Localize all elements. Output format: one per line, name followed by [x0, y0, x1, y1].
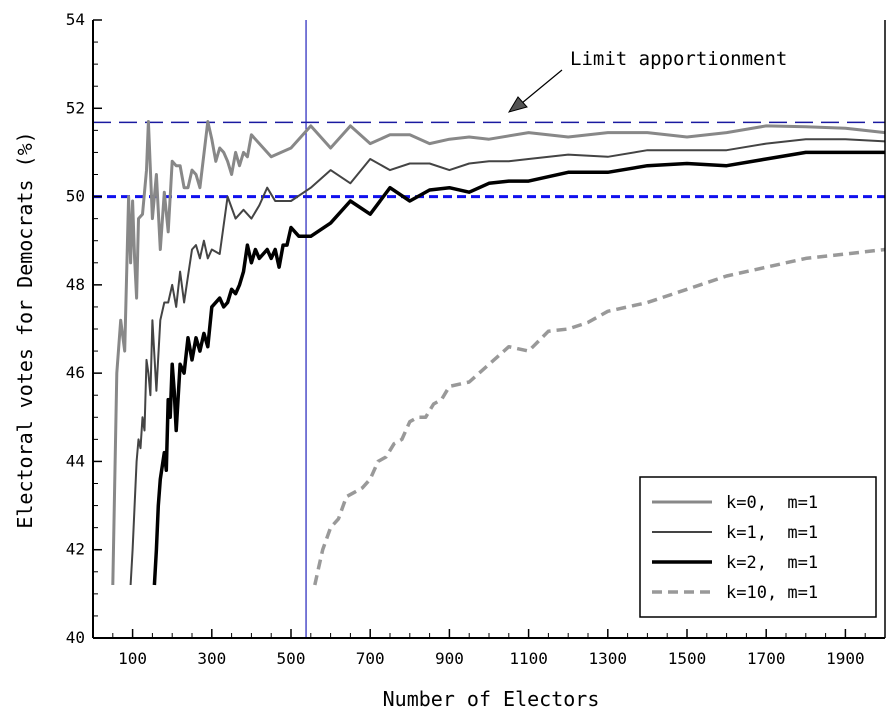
x-tick-label: 1300 [589, 649, 628, 668]
limit-apportionment-annotation: Limit apportionment [507, 48, 787, 113]
annotation-label: Limit apportionment [570, 48, 787, 70]
y-tick-label: 52 [66, 98, 85, 117]
y-tick-label: 54 [66, 10, 85, 29]
y-axis-label: Electoral votes for Democrats (%) [13, 131, 37, 528]
series-line-2 [129, 138, 886, 586]
x-tick-label: 1100 [509, 649, 548, 668]
series-line-1 [111, 120, 886, 586]
axes-layer: 40 42 44 46 48 50 52 54 100 300 500 700 900 1100 1300 1… [66, 10, 886, 668]
x-tick-label: 1500 [668, 649, 707, 668]
y-tick-label: 50 [66, 187, 85, 206]
reference-lines [93, 20, 885, 638]
legend-box [639, 476, 877, 618]
x-tick-label: 300 [197, 649, 226, 668]
y-tick-label: 42 [66, 540, 85, 559]
x-tick-label: 100 [118, 649, 147, 668]
x-tick-label: 1700 [747, 649, 786, 668]
x-tick-label: 900 [435, 649, 464, 668]
x-tick-label: 1900 [826, 649, 865, 668]
series-line-3 [152, 150, 885, 586]
y-tick-label: 40 [66, 628, 85, 647]
legend: k=0, m=1 k=1, m=1 k=2, m=1 k=10, m=1 [639, 476, 877, 618]
x-tick-label: 700 [356, 649, 385, 668]
annotation-arrow-head [507, 96, 528, 113]
legend-label-2: k=1, m=1 [726, 523, 818, 543]
x-axis-label: Number of Electors [383, 687, 600, 711]
y-tick-label: 46 [66, 363, 85, 382]
y-tick-label: 44 [66, 451, 85, 470]
series-layer [111, 120, 886, 586]
x-tick-label: 500 [277, 649, 306, 668]
legend-label-3: k=2, m=1 [726, 553, 818, 573]
series-line-4 [313, 247, 886, 586]
legend-label-1: k=0, m=1 [726, 493, 818, 513]
y-tick-label: 48 [66, 275, 85, 294]
annotation-arrow-shaft [521, 69, 563, 104]
legend-label-4: k=10, m=1 [726, 583, 818, 603]
